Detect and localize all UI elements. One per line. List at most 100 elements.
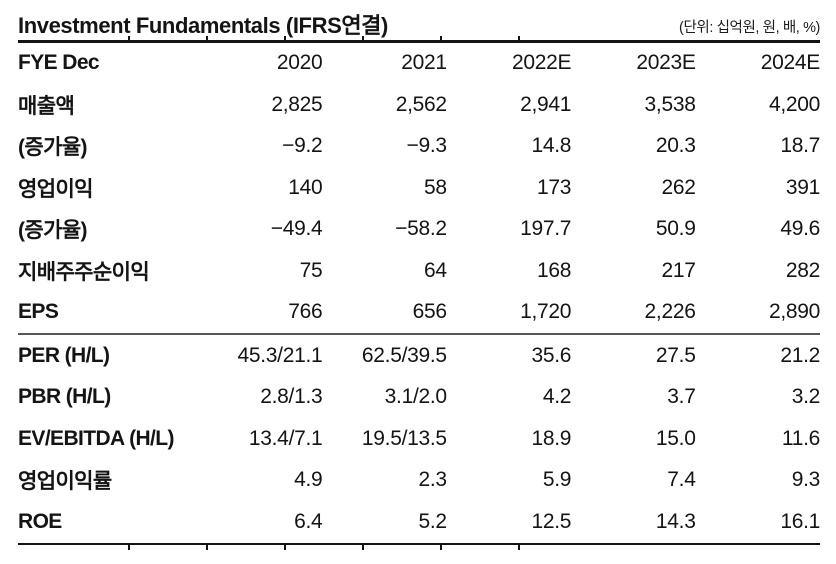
cell-value: 1,720 xyxy=(520,300,572,324)
cell-value: 62.5/39.5 xyxy=(361,343,447,367)
column-tick xyxy=(440,35,442,43)
cell-value: −58.2 xyxy=(395,217,447,241)
cell-value: 3,538 xyxy=(644,92,696,116)
cell-value: −49.4 xyxy=(270,217,323,241)
cell-value: 16.1 xyxy=(780,509,820,533)
table-title: Investment Fundamentals (IFRS연결) xyxy=(18,13,388,38)
row-label: 영업이익 xyxy=(18,177,93,201)
column-tick xyxy=(440,542,442,550)
cell-value: 7.4 xyxy=(667,468,696,492)
row-label: PER (H/L) xyxy=(18,343,110,367)
table-row-roe: ROE 6.4 5.2 12.5 14.3 16.1 xyxy=(18,501,820,543)
column-tick xyxy=(206,35,208,43)
cell-value: 9.3 xyxy=(791,468,821,492)
table-header-row: FYE Dec 2020 2021 2022E 2023E 2024E xyxy=(18,43,820,85)
column-header-2023e: 2023E xyxy=(636,51,696,75)
row-label: ROE xyxy=(18,509,62,533)
table-row-net-profit-controlling: 지배주주순이익 75 64 168 217 282 xyxy=(18,250,820,292)
cell-value: 13.4/7.1 xyxy=(248,426,323,450)
cell-value: 4,200 xyxy=(768,92,820,116)
cell-value: 3.1/2.0 xyxy=(384,385,447,409)
top-rule xyxy=(18,35,820,43)
cell-value: 12.5 xyxy=(531,509,572,533)
cell-value: 173 xyxy=(537,175,572,199)
cell-value: 11.6 xyxy=(781,426,820,450)
column-tick xyxy=(518,542,520,550)
column-header-2024e: 2024E xyxy=(760,51,821,75)
row-label: FYE Dec xyxy=(18,51,100,75)
column-header-2020: 2020 xyxy=(276,51,323,75)
section-divider xyxy=(18,333,820,335)
cell-value: 45.3/21.1 xyxy=(237,343,323,367)
table-row-per-hl: PER (H/L) 45.3/21.1 62.5/39.5 35.6 27.5 … xyxy=(18,335,820,377)
row-label: EPS xyxy=(18,300,59,324)
bottom-rule xyxy=(18,542,820,550)
column-tick xyxy=(284,542,286,550)
cell-value: 262 xyxy=(661,175,696,199)
row-label: 영업이익률 xyxy=(18,470,112,494)
column-tick xyxy=(128,35,130,43)
cell-value: 18.7 xyxy=(780,134,820,158)
cell-value: 21.2 xyxy=(780,343,820,367)
cell-value: 2,890 xyxy=(768,300,820,324)
cell-value: 3.7 xyxy=(667,385,696,409)
cell-value: 20.3 xyxy=(655,134,696,158)
row-label: (증가율) xyxy=(18,219,88,243)
cell-value: 5.2 xyxy=(418,509,448,533)
column-header-2021: 2021 xyxy=(401,51,447,75)
unit-note: (단위: 십억원, 원, 배, %) xyxy=(679,20,820,36)
table-row-pbr-hl: PBR (H/L) 2.8/1.3 3.1/2.0 4.2 3.7 3.2 xyxy=(18,377,820,419)
row-label: 지배주주순이익 xyxy=(18,260,150,284)
cell-value: 50.9 xyxy=(655,217,696,241)
cell-value: 14.8 xyxy=(531,134,572,158)
cell-value: 4.9 xyxy=(294,468,323,492)
table-row-ev-ebitda-hl: EV/EBITDA (H/L) 13.4/7.1 19.5/13.5 18.9 … xyxy=(18,418,820,460)
column-header-2022e: 2022E xyxy=(511,51,572,75)
column-tick xyxy=(362,35,364,43)
table-titlebar: Investment Fundamentals (IFRS연결) (단위: 십억… xyxy=(18,8,820,40)
cell-value: 217 xyxy=(661,258,696,282)
cell-value: 75 xyxy=(299,258,323,282)
cell-value: 2,941 xyxy=(520,92,572,116)
cell-value: 2,562 xyxy=(395,92,447,116)
table-row-operating-profit-growth: (증가율) −49.4 −58.2 197.7 50.9 49.6 xyxy=(18,209,820,251)
cell-value: 2,825 xyxy=(271,92,323,116)
cell-value: 197.7 xyxy=(520,217,572,241)
cell-value: 766 xyxy=(288,300,323,324)
column-tick xyxy=(206,542,208,550)
cell-value: 18.9 xyxy=(531,426,572,450)
cell-value: 5.9 xyxy=(542,468,572,492)
column-tick xyxy=(128,542,130,550)
cell-value: 19.5/13.5 xyxy=(361,426,447,450)
row-label: EV/EBITDA (H/L) xyxy=(18,426,174,450)
cell-value: 3.2 xyxy=(791,385,821,409)
cell-value: 15.0 xyxy=(655,426,696,450)
cell-value: −9.3 xyxy=(406,134,448,158)
row-label: PBR (H/L) xyxy=(18,385,111,409)
cell-value: −9.2 xyxy=(282,134,323,158)
cell-value: 14.3 xyxy=(655,509,696,533)
table-row-operating-margin: 영업이익률 4.9 2.3 5.9 7.4 9.3 xyxy=(18,460,820,502)
cell-value: 140 xyxy=(288,175,323,199)
cell-value: 656 xyxy=(412,300,447,324)
cell-value: 2.3 xyxy=(418,468,448,492)
table-row-operating-profit: 영업이익 140 58 173 262 391 xyxy=(18,167,820,209)
column-tick xyxy=(518,35,520,43)
cell-value: 27.5 xyxy=(655,343,696,367)
cell-value: 2,226 xyxy=(644,300,696,324)
table-row-eps: EPS 766 656 1,720 2,226 2,890 xyxy=(18,292,820,334)
cell-value: 2.8/1.3 xyxy=(260,385,323,409)
cell-value: 6.4 xyxy=(294,509,323,533)
cell-value: 168 xyxy=(537,258,572,282)
row-label: 매출액 xyxy=(18,94,75,118)
table-row-revenue-growth: (증가율) −9.2 −9.3 14.8 20.3 18.7 xyxy=(18,126,820,168)
column-tick xyxy=(362,542,364,550)
cell-value: 282 xyxy=(785,258,820,282)
cell-value: 58 xyxy=(424,175,447,199)
cell-value: 49.6 xyxy=(780,217,820,241)
cell-value: 35.6 xyxy=(531,343,572,367)
table-row-revenue: 매출액 2,825 2,562 2,941 3,538 4,200 xyxy=(18,84,820,126)
column-tick xyxy=(284,35,286,43)
cell-value: 4.2 xyxy=(542,385,572,409)
